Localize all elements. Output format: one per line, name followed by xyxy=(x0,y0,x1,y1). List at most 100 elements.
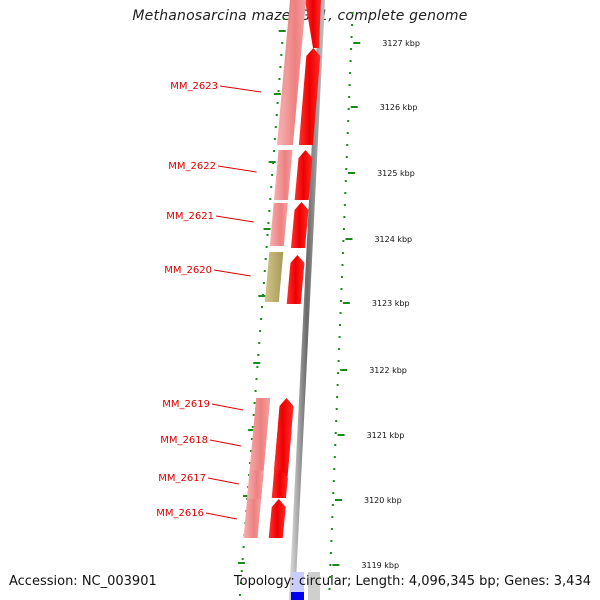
inner-track-dash xyxy=(243,495,251,497)
outer-track-dot xyxy=(336,396,339,398)
inner-track-dash xyxy=(263,228,271,230)
outer-track-dot xyxy=(350,36,353,38)
outer-track-dot xyxy=(342,240,345,242)
outer-track-dot xyxy=(331,504,334,506)
kbp-tick-label: 3126 kbp xyxy=(380,103,418,112)
inner-track-dot xyxy=(279,66,282,68)
accession-text: Accession: NC_003901 xyxy=(9,574,157,589)
inner-track-dot xyxy=(275,114,278,116)
inner-track-dot xyxy=(260,318,263,320)
inner-track-dot xyxy=(278,78,281,80)
inner-track-dot xyxy=(261,306,263,308)
outer-track-dot xyxy=(336,384,339,386)
inner-track-dot xyxy=(277,90,280,92)
outer-track-dot xyxy=(333,456,336,458)
outer-track-dot xyxy=(344,180,347,182)
outer-track-dot xyxy=(335,408,338,410)
gene-MM_2616-arrow xyxy=(268,499,286,538)
outer-track-dot xyxy=(345,156,348,158)
inner-track-dot xyxy=(276,102,279,104)
gene-leader-line xyxy=(217,165,257,173)
outer-track-dot xyxy=(337,372,340,374)
gene-MM_2618-arrow xyxy=(273,422,292,470)
outer-track-dot xyxy=(337,360,340,362)
inner-track-dot xyxy=(254,390,257,392)
gene-leader-line xyxy=(215,215,254,223)
gene-leader-line xyxy=(211,403,244,411)
inner-track-dash xyxy=(278,30,286,32)
inner-track-dot xyxy=(249,462,252,464)
gene-label-MM_2621: MM_2621 xyxy=(166,211,214,222)
outer-track-dot xyxy=(331,516,334,518)
outer-track-dot xyxy=(334,432,337,434)
outer-track-dot xyxy=(334,444,337,446)
inner-track-dot xyxy=(263,270,266,272)
outer-track-dot xyxy=(347,108,350,110)
outer-track-dot xyxy=(345,168,348,170)
kbp-tick-label: 3127 kbp xyxy=(382,39,420,48)
inner-track-dot xyxy=(265,246,268,248)
gene-leader-line xyxy=(213,269,251,277)
inner-track-dot xyxy=(270,186,273,188)
gene-leader-line xyxy=(219,85,262,93)
kbp-tick-label: 3121 kbp xyxy=(367,431,405,440)
gene-label-MM_2622: MM_2622 xyxy=(168,161,216,172)
outer-track-dot xyxy=(328,588,331,590)
gene-label-MM_2620: MM_2620 xyxy=(164,265,212,276)
outer-track-dot xyxy=(349,72,352,74)
kbp-tick-mark xyxy=(332,564,340,566)
inner-track-dash xyxy=(258,295,266,297)
inner-track-dot xyxy=(269,198,272,200)
kbp-tick-label: 3119 kbp xyxy=(361,561,399,570)
inner-track-dot xyxy=(262,282,265,284)
gene-label-MM_2619: MM_2619 xyxy=(162,399,210,410)
kbp-tick-mark xyxy=(340,369,348,371)
inner-track-dot xyxy=(268,210,271,212)
inner-track-dot xyxy=(280,54,283,56)
gene-MM_2617-left-strand xyxy=(247,470,264,500)
genome-backbone xyxy=(289,0,325,600)
inner-track-dot xyxy=(272,150,275,152)
blue-feature-dark xyxy=(291,592,304,600)
gene-MM_2620-arrow xyxy=(286,255,305,304)
kbp-tick-mark xyxy=(342,302,350,304)
outer-track-dot xyxy=(351,24,354,26)
outer-track-dot xyxy=(344,192,347,194)
kbp-tick-label: 3120 kbp xyxy=(364,496,402,505)
inner-track-dot xyxy=(241,558,244,560)
outer-track-dot xyxy=(332,480,335,482)
inner-track-dot xyxy=(274,126,277,128)
inner-track-dot xyxy=(255,378,258,380)
outer-track-dot xyxy=(342,228,345,230)
gene-MM_2621-arrow xyxy=(290,202,309,248)
inner-track-dash xyxy=(248,429,256,431)
outer-track-dot xyxy=(330,540,333,542)
outer-track-dot xyxy=(338,348,341,350)
outer-track-dot xyxy=(341,252,344,254)
inner-track-dot xyxy=(258,342,261,344)
outer-track-dot xyxy=(346,144,349,146)
outer-track-dot xyxy=(333,468,336,470)
outer-track-dot xyxy=(329,564,332,566)
outer-track-dot xyxy=(340,300,342,302)
kbp-tick-mark xyxy=(348,172,356,174)
inner-track-dot xyxy=(252,414,255,416)
gene-MM_2623-arrow xyxy=(298,48,321,145)
inner-track-dot xyxy=(281,42,284,44)
outer-track-dot xyxy=(341,264,344,266)
inner-track-dot xyxy=(249,450,252,452)
inner-track-dot xyxy=(253,402,256,404)
inner-track-dot xyxy=(273,138,276,140)
outer-track-dot xyxy=(330,528,333,530)
kbp-tick-label: 3123 kbp xyxy=(372,299,410,308)
outer-track-dot xyxy=(346,132,349,134)
inner-track-dot xyxy=(250,438,253,440)
inner-track-dot xyxy=(238,594,241,596)
inner-track-dash xyxy=(253,362,261,364)
gene-label-MM_2616: MM_2616 xyxy=(156,508,204,519)
outer-track-dot xyxy=(343,204,346,206)
inner-track-dot xyxy=(239,582,242,584)
inner-track-dot xyxy=(251,426,254,428)
outer-track-dot xyxy=(328,576,331,578)
